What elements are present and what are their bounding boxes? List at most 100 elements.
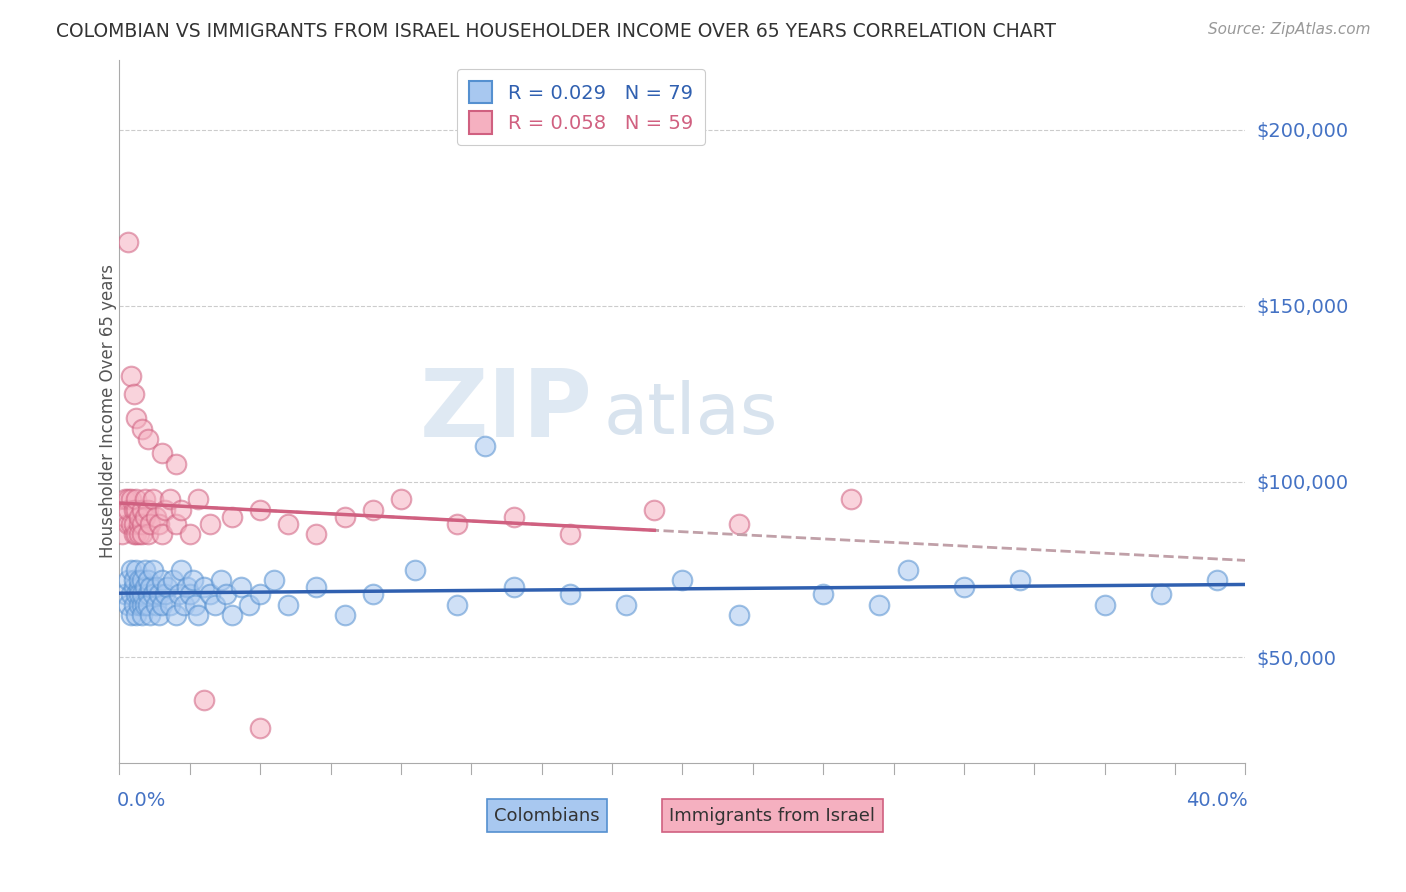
Point — [159, 492, 181, 507]
Point — [165, 516, 187, 531]
Point — [128, 509, 150, 524]
Point — [122, 573, 145, 587]
Point — [153, 587, 176, 601]
Point — [122, 580, 145, 594]
Point — [229, 580, 252, 594]
Text: Source: ZipAtlas.com: Source: ZipAtlas.com — [1208, 22, 1371, 37]
Point — [1010, 573, 1032, 587]
Text: 0.0%: 0.0% — [117, 791, 166, 810]
Point — [215, 587, 238, 601]
Point — [128, 516, 150, 531]
Point — [117, 573, 139, 587]
Point — [150, 527, 173, 541]
Point — [502, 580, 524, 594]
Point — [117, 235, 139, 250]
Point — [221, 608, 243, 623]
Y-axis label: Householder Income Over 65 years: Householder Income Over 65 years — [100, 264, 117, 558]
Point — [125, 411, 148, 425]
Point — [131, 527, 153, 541]
Point — [120, 369, 142, 384]
Point — [156, 580, 179, 594]
Point — [134, 598, 156, 612]
Point — [361, 502, 384, 516]
Point — [111, 527, 134, 541]
Point — [305, 580, 328, 594]
Point — [134, 509, 156, 524]
Point — [145, 509, 167, 524]
Point — [558, 527, 581, 541]
Point — [181, 573, 204, 587]
Point — [150, 598, 173, 612]
Point — [117, 516, 139, 531]
Point — [131, 587, 153, 601]
Point — [117, 492, 139, 507]
Point — [139, 608, 162, 623]
Point — [389, 492, 412, 507]
Point — [249, 587, 271, 601]
Point — [150, 446, 173, 460]
Point — [558, 587, 581, 601]
Text: atlas: atlas — [603, 380, 778, 450]
Point — [120, 516, 142, 531]
Point — [305, 527, 328, 541]
Point — [122, 502, 145, 516]
Point — [839, 492, 862, 507]
Text: COLOMBIAN VS IMMIGRANTS FROM ISRAEL HOUSEHOLDER INCOME OVER 65 YEARS CORRELATION: COLOMBIAN VS IMMIGRANTS FROM ISRAEL HOUS… — [56, 22, 1056, 41]
Point — [643, 502, 665, 516]
Point — [136, 587, 159, 601]
Point — [727, 608, 749, 623]
Point — [125, 492, 148, 507]
Point — [122, 516, 145, 531]
Point — [136, 598, 159, 612]
Point — [131, 573, 153, 587]
Point — [117, 502, 139, 516]
Point — [277, 516, 299, 531]
Text: Immigrants from Israel: Immigrants from Israel — [669, 806, 876, 825]
Point — [333, 608, 356, 623]
Point — [117, 598, 139, 612]
Point — [114, 509, 136, 524]
Point — [162, 573, 184, 587]
Point — [159, 598, 181, 612]
Point — [1150, 587, 1173, 601]
Point — [614, 598, 637, 612]
Text: ZIP: ZIP — [419, 366, 592, 458]
Point — [953, 580, 976, 594]
Point — [153, 502, 176, 516]
Point — [145, 598, 167, 612]
Point — [204, 598, 226, 612]
Point — [333, 509, 356, 524]
Point — [120, 587, 142, 601]
Point — [122, 386, 145, 401]
Point — [1094, 598, 1116, 612]
Point — [114, 587, 136, 601]
Point — [249, 721, 271, 735]
Point — [277, 598, 299, 612]
Point — [148, 608, 170, 623]
Point — [136, 502, 159, 516]
Point — [150, 573, 173, 587]
Point — [128, 587, 150, 601]
Point — [184, 598, 207, 612]
Point — [134, 580, 156, 594]
Point — [120, 608, 142, 623]
Point — [446, 598, 468, 612]
Point — [122, 527, 145, 541]
Point — [170, 502, 193, 516]
Point — [131, 422, 153, 436]
Point — [170, 562, 193, 576]
Point — [120, 562, 142, 576]
Point — [142, 587, 165, 601]
Point — [128, 580, 150, 594]
Point — [187, 492, 209, 507]
Point — [361, 587, 384, 601]
Point — [131, 502, 153, 516]
Text: 40.0%: 40.0% — [1187, 791, 1249, 810]
Point — [193, 580, 215, 594]
Point — [238, 598, 260, 612]
Point — [139, 580, 162, 594]
Point — [131, 608, 153, 623]
Point — [136, 573, 159, 587]
Text: Colombians: Colombians — [495, 806, 600, 825]
Point — [198, 587, 221, 601]
